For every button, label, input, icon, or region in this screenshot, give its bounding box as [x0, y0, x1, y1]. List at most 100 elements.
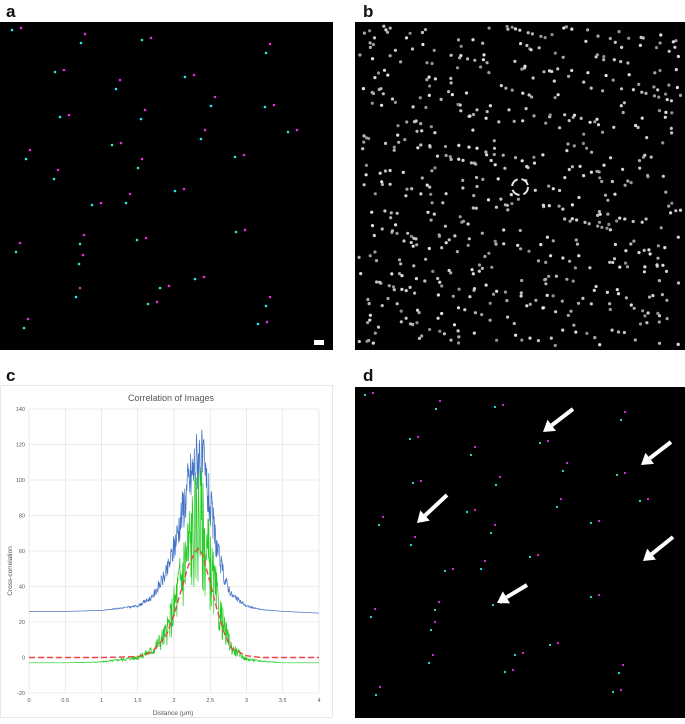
dot [602, 55, 606, 59]
dot [615, 288, 619, 292]
dot [656, 311, 660, 315]
dot [268, 295, 272, 299]
panel-a-dots [10, 26, 299, 330]
dot [629, 242, 633, 246]
dot [14, 250, 18, 254]
dot [510, 25, 514, 29]
dot [586, 28, 590, 32]
dot [408, 31, 412, 35]
arrow-icon [641, 440, 673, 465]
dot [475, 146, 479, 150]
dot [388, 26, 392, 30]
dot [490, 265, 494, 269]
dot [658, 68, 662, 73]
dot [568, 219, 572, 223]
dot [456, 329, 460, 333]
dot [560, 299, 564, 303]
dot [461, 219, 466, 223]
dot [118, 78, 122, 82]
dot [611, 78, 615, 82]
dot [638, 499, 642, 503]
dot [373, 250, 377, 254]
dot [233, 155, 237, 159]
dot [637, 159, 642, 163]
dot [674, 209, 678, 213]
dot [528, 302, 532, 306]
dot [78, 242, 82, 246]
dot [143, 108, 147, 112]
dot [465, 510, 469, 514]
dot [495, 338, 499, 342]
dot [438, 329, 442, 333]
dot [623, 261, 628, 265]
dot [440, 284, 444, 288]
dot [503, 290, 508, 294]
dot [192, 73, 196, 77]
dot [370, 224, 375, 228]
dot [609, 156, 613, 160]
dot [114, 87, 118, 91]
dot [587, 222, 591, 226]
dot [499, 84, 503, 88]
dot [373, 192, 377, 196]
dot [263, 105, 267, 109]
dot [471, 272, 475, 276]
panel-letter-c: c [6, 366, 16, 385]
dot [608, 228, 612, 232]
dot [423, 279, 427, 283]
dot [392, 288, 396, 292]
dot [665, 98, 669, 102]
dot [629, 181, 633, 185]
dot [493, 405, 497, 409]
dot [566, 313, 570, 317]
dot [182, 187, 186, 191]
dot [432, 48, 436, 52]
dot [487, 251, 491, 255]
dot [588, 266, 592, 270]
dot [510, 88, 514, 92]
dot [19, 26, 23, 30]
dot [519, 247, 523, 251]
dot [383, 141, 388, 145]
dot [509, 193, 513, 197]
dot [381, 92, 385, 96]
dot [529, 48, 533, 52]
dot [644, 217, 648, 221]
dot [128, 192, 132, 196]
dot [661, 263, 665, 267]
dot [461, 158, 465, 162]
dot [420, 176, 424, 180]
panel-letter-d: d [363, 366, 374, 385]
dot [512, 321, 516, 326]
dot [264, 51, 268, 55]
dot [361, 147, 365, 151]
dot [444, 241, 448, 245]
dot [409, 234, 413, 238]
dot [537, 46, 541, 50]
dot [429, 192, 433, 196]
dot [79, 41, 83, 45]
dot [520, 159, 524, 163]
dot [414, 277, 418, 281]
dot [544, 282, 548, 286]
dot [551, 187, 555, 191]
dot [372, 233, 376, 238]
dot [475, 184, 479, 189]
dot [482, 53, 486, 57]
dot [83, 32, 87, 36]
panel-c-chart: Correlation of Images Distance (µm) Cros… [0, 385, 333, 718]
dot [390, 272, 394, 276]
dot [597, 210, 601, 214]
dot [617, 671, 621, 675]
dot [430, 169, 434, 173]
dot [433, 620, 437, 624]
dot [678, 208, 683, 212]
dot [427, 93, 431, 97]
dot [550, 33, 554, 37]
dot [634, 123, 638, 128]
dot [387, 284, 391, 288]
dot [568, 259, 572, 263]
dot [431, 653, 435, 657]
dot [622, 330, 626, 335]
dot [432, 212, 436, 216]
